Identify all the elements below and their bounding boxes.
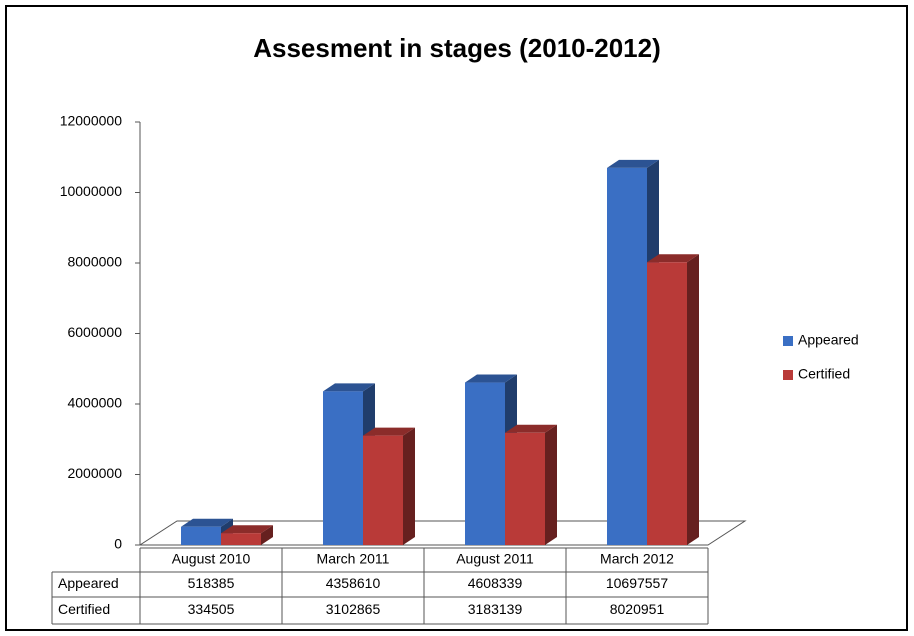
table-cell: 8020951 bbox=[610, 601, 665, 617]
bar-front bbox=[647, 262, 687, 545]
table-cell: 3102865 bbox=[326, 601, 381, 617]
table-cell: 4358610 bbox=[326, 575, 381, 591]
bar-front bbox=[505, 432, 545, 545]
bar-side bbox=[545, 424, 557, 545]
bar-front bbox=[465, 382, 505, 545]
y-tick-label: 8000000 bbox=[67, 254, 122, 270]
table-cell: 3183139 bbox=[468, 601, 523, 617]
bar bbox=[221, 525, 273, 545]
bar-top bbox=[363, 427, 415, 436]
table-row-label: Appeared bbox=[58, 575, 119, 591]
bar-side bbox=[687, 254, 699, 545]
bar bbox=[647, 254, 699, 545]
bar bbox=[363, 427, 415, 545]
y-tick-label: 12000000 bbox=[60, 113, 123, 129]
bar-front bbox=[323, 391, 363, 545]
bar-top bbox=[647, 254, 699, 263]
table-cell: 518385 bbox=[188, 575, 235, 591]
x-tick-label: March 2012 bbox=[600, 551, 674, 567]
chart-title: Assesment in stages (2010-2012) bbox=[253, 33, 661, 63]
bar-front bbox=[181, 526, 221, 545]
y-tick-label: 2000000 bbox=[67, 465, 122, 481]
x-tick-label: August 2010 bbox=[172, 551, 251, 567]
bar-top bbox=[221, 525, 273, 534]
table-cell: 334505 bbox=[188, 601, 235, 617]
y-tick-label: 4000000 bbox=[67, 395, 122, 411]
table-cell: 10697557 bbox=[606, 575, 669, 591]
bar-front bbox=[363, 435, 403, 545]
bar-front bbox=[221, 533, 261, 545]
bar-side bbox=[261, 525, 273, 545]
table-cell: 4608339 bbox=[468, 575, 523, 591]
bar-top bbox=[323, 383, 375, 392]
bar-top bbox=[505, 424, 557, 433]
table-row-label: Certified bbox=[58, 601, 110, 617]
bar-top bbox=[181, 518, 233, 527]
legend-swatch bbox=[783, 336, 793, 346]
bar-front bbox=[607, 167, 647, 545]
x-tick-label: March 2011 bbox=[317, 551, 390, 567]
bar-top bbox=[465, 374, 517, 383]
legend-label: Appeared bbox=[798, 332, 859, 348]
bar bbox=[505, 424, 557, 545]
bar-top bbox=[607, 159, 659, 168]
y-tick-label: 0 bbox=[114, 536, 122, 552]
legend-label: Certified bbox=[798, 366, 850, 382]
x-tick-label: August 2011 bbox=[456, 551, 534, 567]
y-tick-label: 10000000 bbox=[60, 183, 123, 199]
bar-side bbox=[403, 427, 415, 545]
y-tick-label: 6000000 bbox=[67, 324, 122, 340]
legend-swatch bbox=[783, 370, 793, 380]
